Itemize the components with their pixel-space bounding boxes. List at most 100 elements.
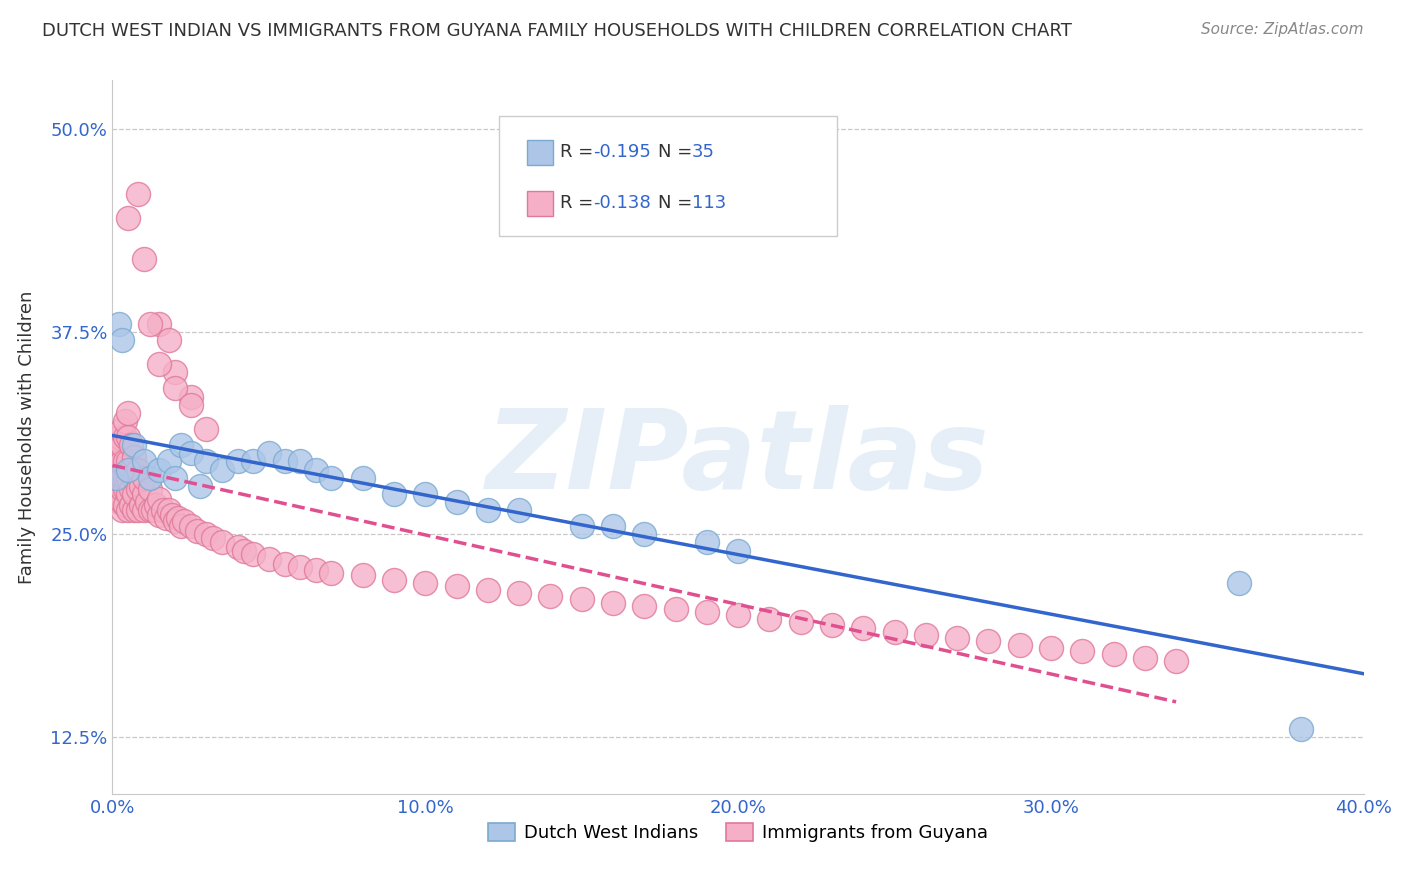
Point — [201, 531, 224, 545]
Text: N =: N = — [658, 194, 697, 212]
Point — [195, 527, 218, 541]
Point — [111, 438, 134, 452]
Point — [821, 618, 844, 632]
Point — [696, 535, 718, 549]
Point — [117, 503, 139, 517]
Legend: Dutch West Indians, Immigrants from Guyana: Dutch West Indians, Immigrants from Guya… — [481, 815, 995, 849]
Point — [127, 462, 149, 476]
Point — [727, 543, 749, 558]
Point — [273, 557, 295, 571]
Point — [145, 498, 167, 512]
Point — [352, 470, 374, 484]
Point — [180, 446, 202, 460]
Point — [111, 470, 134, 484]
Text: -0.195: -0.195 — [593, 143, 651, 161]
Point — [273, 454, 295, 468]
Point — [104, 462, 127, 476]
Point — [148, 317, 170, 331]
Point — [120, 438, 142, 452]
Point — [132, 503, 155, 517]
Point — [163, 470, 186, 484]
Point — [127, 482, 149, 496]
Point — [114, 430, 136, 444]
Point — [139, 482, 162, 496]
Text: 113: 113 — [692, 194, 725, 212]
Point — [132, 252, 155, 266]
Point — [107, 470, 129, 484]
Point — [946, 631, 969, 645]
Point — [242, 547, 264, 561]
Point — [915, 628, 938, 642]
Point — [477, 582, 499, 597]
Text: Source: ZipAtlas.com: Source: ZipAtlas.com — [1201, 22, 1364, 37]
Point — [1039, 640, 1063, 655]
Point — [477, 503, 499, 517]
Point — [257, 446, 280, 460]
Point — [232, 543, 254, 558]
Point — [107, 495, 129, 509]
Point — [111, 422, 134, 436]
Point — [127, 503, 149, 517]
Point — [132, 454, 155, 468]
Point — [152, 503, 174, 517]
Point — [163, 365, 186, 379]
Point — [290, 559, 312, 574]
Point — [446, 495, 468, 509]
Point — [305, 563, 328, 577]
Point — [117, 462, 139, 476]
Point — [602, 519, 624, 533]
Point — [211, 535, 233, 549]
Point — [107, 438, 129, 452]
Point — [446, 579, 468, 593]
Point — [382, 487, 405, 501]
Point — [883, 624, 905, 639]
Text: N =: N = — [658, 143, 697, 161]
Point — [139, 503, 162, 517]
Point — [117, 406, 139, 420]
Point — [120, 482, 142, 496]
Point — [111, 503, 134, 517]
Point — [758, 612, 780, 626]
Point — [124, 470, 146, 484]
Point — [124, 450, 146, 464]
Point — [415, 576, 437, 591]
Point — [195, 454, 218, 468]
Point — [257, 551, 280, 566]
Point — [540, 589, 562, 603]
Point — [180, 390, 202, 404]
Point — [148, 462, 170, 476]
Point — [117, 487, 139, 501]
Point — [977, 634, 1000, 648]
Point — [186, 524, 208, 538]
Point — [195, 422, 218, 436]
Text: R =: R = — [560, 194, 599, 212]
Point — [188, 479, 211, 493]
Point — [157, 454, 180, 468]
Point — [602, 595, 624, 609]
Point — [352, 568, 374, 582]
Point — [132, 487, 155, 501]
Point — [111, 495, 134, 509]
Point — [135, 495, 157, 509]
Point — [321, 470, 343, 484]
Point — [114, 482, 136, 496]
Text: DUTCH WEST INDIAN VS IMMIGRANTS FROM GUYANA FAMILY HOUSEHOLDS WITH CHILDREN CORR: DUTCH WEST INDIAN VS IMMIGRANTS FROM GUY… — [42, 22, 1071, 40]
Point — [104, 470, 127, 484]
Point — [129, 479, 152, 493]
Point — [415, 487, 437, 501]
Point — [1102, 648, 1125, 662]
Point — [107, 487, 129, 501]
Point — [132, 470, 155, 484]
Point — [226, 541, 249, 555]
Point — [114, 498, 136, 512]
Point — [633, 527, 655, 541]
Point — [148, 357, 170, 371]
Point — [117, 454, 139, 468]
Point — [124, 438, 146, 452]
Point — [180, 398, 202, 412]
Point — [107, 454, 129, 468]
Point — [1133, 650, 1156, 665]
Point — [104, 454, 127, 468]
Point — [508, 503, 530, 517]
Point — [382, 573, 405, 587]
